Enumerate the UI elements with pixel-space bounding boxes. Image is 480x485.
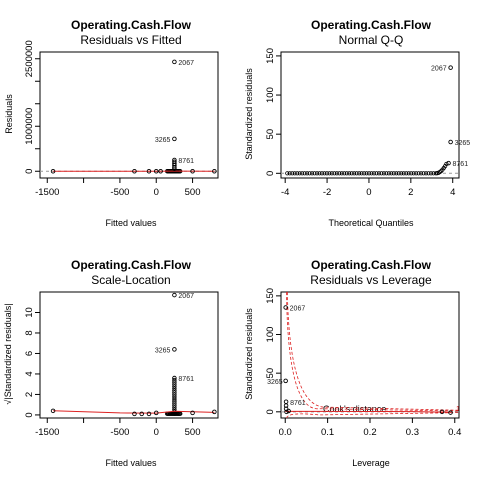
point-label: 3265	[455, 140, 471, 147]
plot-frame	[281, 292, 459, 418]
y-tick-label: 10	[24, 307, 35, 318]
panel-marks: -1500 -500 0 500 0 1000000 2500000 2067 3265 8761	[24, 40, 218, 198]
x-tick-label: 2	[408, 187, 413, 198]
x-tick-label: 0	[154, 187, 159, 198]
y-axis-title: Standardized residuals	[244, 68, 254, 160]
x-tick-label: 0.2	[363, 427, 376, 438]
y-tick-label: 0	[265, 171, 276, 176]
panel-subtitle: Normal Q-Q	[339, 33, 404, 47]
x-tick-label: -1500	[35, 427, 59, 438]
x-tick-label: 0.3	[406, 427, 419, 438]
x-axis-title: Leverage	[352, 458, 390, 468]
point-label: 2067	[290, 305, 306, 312]
data-point	[284, 379, 288, 383]
point-label: 2067	[178, 293, 194, 300]
x-tick-label: 500	[185, 427, 201, 438]
panel-title: Operating.Cash.Flow	[311, 18, 432, 32]
y-tick-label: 0	[24, 412, 35, 417]
panel-title: Operating.Cash.Flow	[311, 258, 432, 272]
x-tick-label: 0.1	[321, 427, 334, 438]
y-tick-label: 150	[265, 288, 276, 304]
data-point	[449, 66, 453, 70]
residuals-vs-leverage-panel: Operating.Cash.Flow Residuals vs Leverag…	[244, 258, 461, 468]
y-tick-label: 50	[265, 129, 276, 140]
normal-qq-panel: Operating.Cash.Flow Normal Q-Q Theoretic…	[244, 18, 470, 228]
y-axis-title: Residuals	[4, 94, 14, 134]
data-point	[284, 400, 288, 404]
x-tick-label: -500	[110, 427, 129, 438]
y-tick-label: 100	[265, 87, 276, 103]
x-tick-label: 0.0	[279, 427, 292, 438]
data-point	[173, 137, 177, 141]
y-tick-label: 150	[265, 48, 276, 64]
cooks-distance-contour	[287, 292, 459, 411]
y-tick-label: 0	[265, 409, 276, 414]
scale-location-panel: Operating.Cash.Flow Scale-Location Fitte…	[3, 258, 218, 468]
point-label: 3265	[155, 347, 171, 354]
y-tick-label: 2	[24, 392, 35, 397]
y-tick-label: 6	[24, 351, 35, 356]
cooks-distance-contour	[287, 292, 459, 410]
point-label: 3265	[267, 379, 283, 386]
residuals-vs-fitted-panel: Operating.Cash.Flow Residuals vs Fitted …	[4, 18, 218, 228]
point-label: 2067	[178, 60, 194, 67]
x-axis-title: Fitted values	[105, 458, 157, 468]
y-axis-title: Standardized residuals	[244, 308, 254, 400]
y-tick-label: 4	[24, 371, 35, 376]
panel-subtitle: Residuals vs Leverage	[310, 273, 432, 287]
y-axis-title: √|Standardized residuals|	[3, 303, 13, 404]
data-point	[213, 410, 217, 414]
x-tick-label: 4	[450, 187, 455, 198]
y-tick-label: 0	[24, 169, 35, 174]
point-label: 3265	[155, 137, 171, 144]
x-tick-label: -2	[323, 187, 331, 198]
y-tick-label: 100	[265, 327, 276, 343]
y-tick-label: 2500000	[24, 40, 35, 77]
plot-frame	[40, 292, 218, 418]
panel-marks: -1500 -500 0 500 0 2 4 6 8 10 2067 3265 8761	[24, 292, 218, 438]
point-label: 8761	[178, 158, 194, 165]
point-label: 8761	[453, 161, 469, 168]
x-tick-label: 0	[366, 187, 371, 198]
point-label: 2067	[431, 66, 447, 73]
panel-marks: -4 -2 0 2 4 0 50 100 150 2067 3265 8761	[265, 48, 470, 198]
data-point	[173, 348, 177, 352]
data-point	[447, 161, 451, 165]
point-label: 8761	[178, 376, 194, 383]
y-tick-label: 1000000	[24, 108, 35, 145]
y-tick-label: 50	[265, 368, 276, 379]
x-axis-title: Fitted values	[105, 218, 157, 228]
x-tick-label: 500	[185, 187, 201, 198]
x-tick-label: -500	[110, 187, 129, 198]
data-point	[449, 140, 453, 144]
x-axis-title: Theoretical Quantiles	[328, 218, 414, 228]
panel-marks: 0.0 0.1 0.2 0.3 0.4 0 50 100 150 2067 3265 8761	[265, 288, 461, 438]
panel-subtitle: Scale-Location	[91, 273, 170, 287]
data-point	[173, 60, 177, 64]
y-tick-label: 8	[24, 330, 35, 335]
x-tick-label: 0.4	[448, 427, 461, 438]
x-tick-label: 0	[154, 427, 159, 438]
data-point	[173, 293, 177, 297]
panel-title: Operating.Cash.Flow	[71, 258, 192, 272]
point-label: 8761	[290, 400, 306, 407]
x-tick-label: -1500	[35, 187, 59, 198]
data-point	[284, 306, 288, 310]
panel-title: Operating.Cash.Flow	[71, 18, 192, 32]
x-tick-label: -4	[281, 187, 289, 198]
panel-subtitle: Residuals vs Fitted	[80, 33, 181, 47]
